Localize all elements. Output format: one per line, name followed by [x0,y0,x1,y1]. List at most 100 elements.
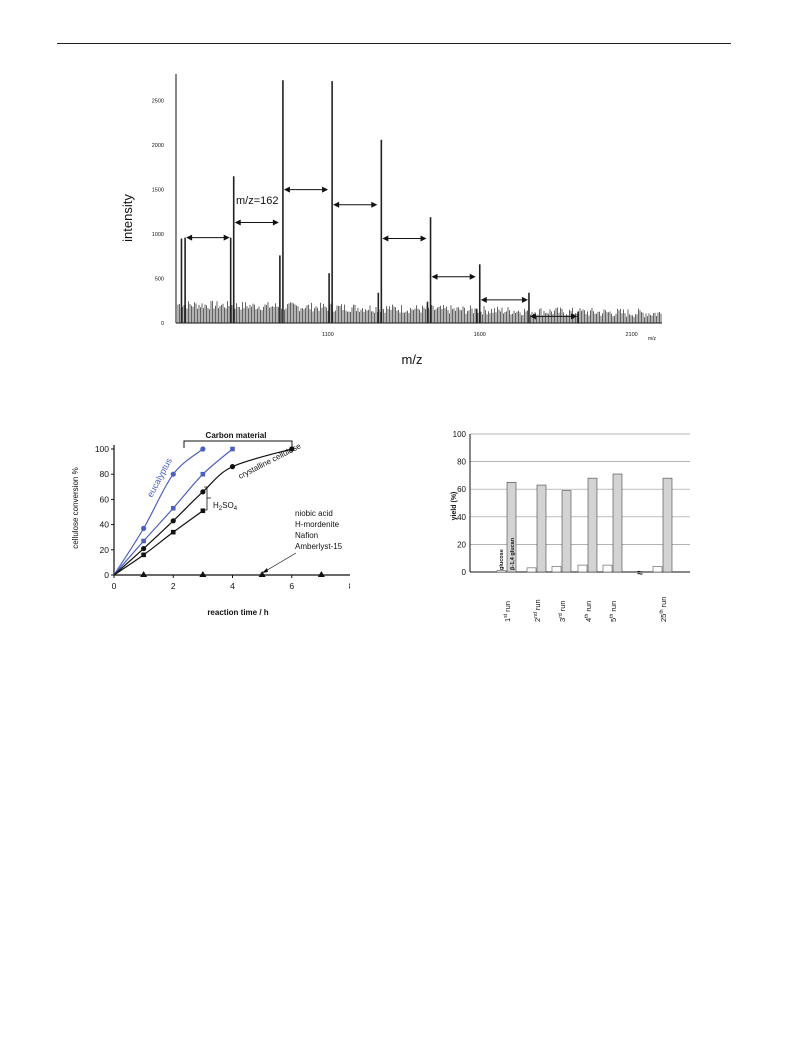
catalyst-label-nafion: Nafion [295,531,318,540]
ms-axis-unit: m/z [648,336,657,342]
catalyst-label-niobic-acid: niobic acid [295,509,333,518]
catalyst-label-amberlyst: Amberlyst-15 [295,542,343,551]
yc-bar-glucan-0 [506,481,517,573]
yc-y-tick-label-3: 60 [457,485,466,494]
cc-point-1-4 [230,446,235,452]
ms-interval-arrowhead-right-6 [521,296,528,303]
cc-series-line-2 [113,448,292,576]
yc-group-label-2: 3rd run [558,600,567,622]
cc-series-line-1 [113,448,233,576]
ms-interval-arrowhead-right-3 [371,201,378,208]
ms-interval-arrowhead-left-3 [333,201,340,208]
yc-group-label-3: 4th run [584,601,593,622]
cc-point-4-1 [199,571,207,577]
catalyst-pointer-arrowhead [262,568,268,573]
cc-x-tick-label-0: 0 [112,581,117,591]
h2so4-bracket [204,486,211,511]
cc-y-tick-label-3: 60 [100,494,110,504]
carbon-material-label: Carbon material [206,431,267,440]
cc-point-0-2 [170,471,176,477]
yc-y-tick-label-5: 100 [453,430,467,439]
yc-y-tick-label-0: 0 [462,568,467,577]
conversion-chart: 0 20 40 60 80 100 0 2 4 6 8 cellulose conversion %… [71,431,350,617]
yc-series-label-glucose: glucose [499,549,505,570]
ms-interval-arrowhead-right-5 [469,273,476,280]
h2so4-label: H2SO4 [213,501,238,512]
catalyst-label-h-mordenite: H-mordenite [295,520,340,529]
ms-baseline-noise [177,300,662,323]
ms-x-tick-label-1: 1100 [322,332,334,338]
yc-bar-glucan-3 [587,477,598,573]
yc-bar-glucan-5 [662,477,673,573]
ms-interval-arrowhead-left-0 [186,234,193,241]
ms-y-tick-label-2: 1000 [152,232,164,238]
yc-y-tick-label-4: 80 [457,458,466,467]
ms-interval-arrowhead-right-1 [272,219,279,226]
yc-bar-glucose-5 [652,566,663,573]
cc-point-0-3 [200,446,206,452]
cc-point-2-1 [141,545,147,552]
yc-bar-glucose-1 [526,567,537,573]
cc-point-0-1 [141,525,147,531]
cc-x-tick-label-3: 6 [289,581,294,591]
yc-y-axis-label: yield (%) [451,492,458,521]
cc-y-axis-label: cellulose conversion % [71,467,80,548]
yc-bar-glucan-1 [536,484,547,573]
cc-point-3-3 [200,508,206,514]
cc-y-tick-label-0: 0 [104,570,109,580]
ms-interval-arrowhead-left-5 [431,273,438,280]
cc-point-4-2 [258,571,266,577]
yc-bar-glucan-2 [561,490,572,573]
cc-series-line-0 [113,448,204,576]
yc-bar-glucose-3 [577,564,588,573]
yc-group-label-1: 2nd run [533,599,542,622]
yc-series-label-glucan: β-1,4 glucan [510,537,516,570]
ms-annotation: m/z=162 [236,195,279,207]
ms-interval-arrowhead-left-1 [234,219,241,226]
cc-series-line-3 [113,510,204,576]
mass-spectrum-chart: 0 500 1000 1500 2000 2500 1100 1600 2100 intensi… [120,74,662,367]
cc-y-tick-label-1: 20 [100,545,110,555]
cc-point-2-5 [289,446,295,452]
ms-y-tick-label-1: 500 [155,277,164,283]
cc-point-1-3 [200,471,206,477]
ms-interval-arrowhead-left-6 [480,296,487,303]
cc-point-1-1 [141,538,146,544]
cc-point-4-0 [140,571,148,577]
cc-point-3-1 [141,552,146,558]
ms-interval-arrowhead-left-4 [382,235,389,242]
yc-bar-glucose-0 [496,570,507,573]
ms-interval-arrowhead-right-7 [571,313,578,320]
yc-y-tick-label-2: 40 [457,513,466,522]
cc-point-1-2 [170,505,176,511]
cc-y-tick-label-4: 80 [100,469,110,479]
cc-point-2-3 [200,489,206,495]
yc-bar-glucan-4 [612,473,623,573]
yc-bar-glucose-2 [551,566,562,573]
cc-x-axis-label: reaction time / h [207,608,268,617]
yc-break-mark: ≈ [637,568,643,579]
ms-y-tick-label-4: 2000 [152,143,164,149]
carbon-bracket [183,440,293,448]
cc-point-4-3 [317,571,325,577]
catalyst-pointer-arrow [263,552,297,573]
yield-chart: 0 20 40 60 80 100 1st run 2nd run 3rd run 4th ru… [451,430,690,622]
ms-interval-arrowhead-right-2 [322,186,329,193]
ms-interval-arrowhead-left-7 [529,313,536,320]
ms-y-tick-label-5: 2500 [152,99,164,105]
yc-group-label-0: 1st run [503,601,512,622]
eucalyptus-label: eucalyptus [145,456,174,499]
ms-y-tick-label-0: 0 [161,321,164,327]
cc-x-tick-label-1: 2 [171,581,176,591]
ms-interval-arrowhead-right-0 [223,234,230,241]
ms-x-tick-label-3: 2100 [626,332,638,338]
cc-x-tick-label-2: 4 [230,581,235,591]
cc-y-tick-label-2: 40 [100,520,110,530]
ms-interval-arrowhead-right-4 [420,235,427,242]
cc-y-tick-label-5: 100 [95,444,109,454]
ms-interval-arrowhead-left-2 [283,186,290,193]
ms-x-tick-label-2: 1600 [474,332,486,338]
yc-y-tick-label-1: 20 [457,540,466,549]
yc-group-label-4: 5th run [609,601,618,622]
cc-point-2-4 [229,464,236,470]
